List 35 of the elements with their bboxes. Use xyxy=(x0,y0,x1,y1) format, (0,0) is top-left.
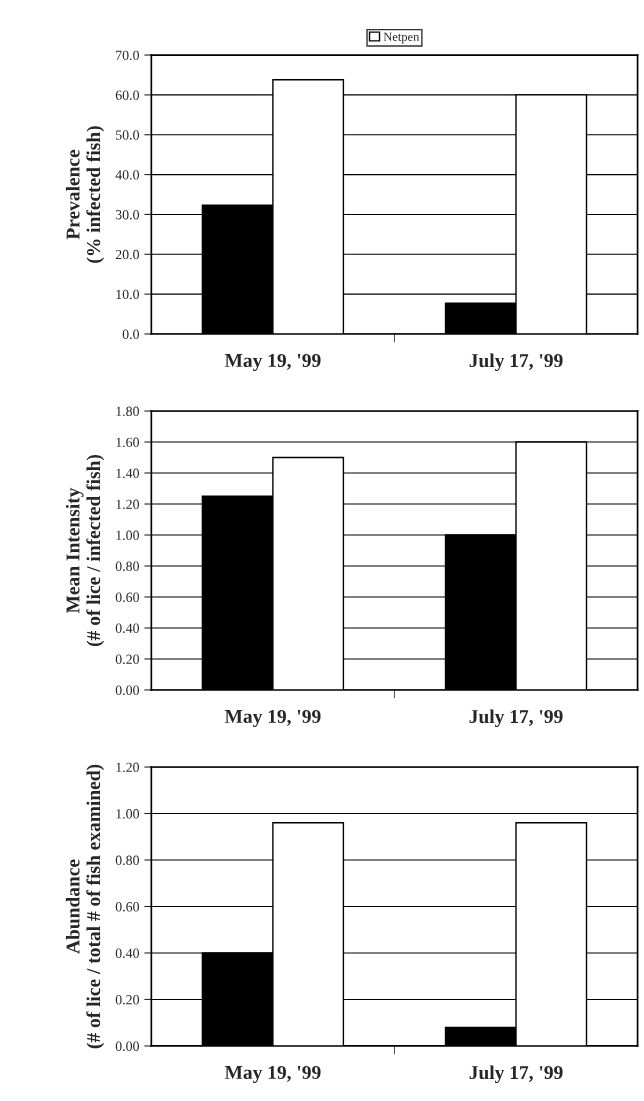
y-tick-label: 0.40 xyxy=(115,948,139,958)
x-tick-label: July 17, '99 xyxy=(469,353,563,372)
y-tick-label: 0.00 xyxy=(115,1041,139,1051)
y-tick-label: 0.60 xyxy=(115,902,139,912)
y-tick-label: 1.40 xyxy=(116,468,139,479)
y-tick-label: 1.00 xyxy=(116,809,139,819)
x-tick-label: May 19, '99 xyxy=(224,709,321,728)
y-tick-label: 0.60 xyxy=(115,592,139,602)
y-tick-label: 1.80 xyxy=(116,406,139,417)
y-tick-label: 30.0 xyxy=(115,210,139,220)
x-tick-label: May 19, '99 xyxy=(224,353,321,372)
legend-label: Netpen xyxy=(383,32,420,44)
y-tick-label: 1.00 xyxy=(116,530,139,541)
y-axis-title: Prevalence (% infected fish) xyxy=(65,126,105,263)
y-tick-label: 0.20 xyxy=(115,654,139,664)
y-tick-label: 0.0 xyxy=(122,329,139,339)
x-tick-label: May 19, '99 xyxy=(224,1065,321,1084)
y-tick-label: 0.20 xyxy=(115,995,139,1005)
y-tick-label: 0.80 xyxy=(115,561,139,572)
y-tick-label: 40.0 xyxy=(115,170,139,180)
y-axis-title: Abundance (# of lice / total # of fish examined) xyxy=(65,764,105,1049)
y-tick-label: 1.20 xyxy=(116,762,139,773)
y-tick-label: 10.0 xyxy=(116,289,139,300)
y-tick-label: 0.00 xyxy=(115,685,139,695)
x-tick-label: July 17, '99 xyxy=(469,1065,563,1084)
y-tick-label: 20.0 xyxy=(115,249,139,260)
y-tick-label: 50.0 xyxy=(116,130,139,140)
y-tick-label: 1.60 xyxy=(116,437,139,448)
y-tick-label: 0.80 xyxy=(115,855,139,866)
y-tick-label: 0.40 xyxy=(115,623,139,633)
y-tick-label: 70.0 xyxy=(116,50,139,61)
y-axis-title: Mean Intensity (# of lice / infected fish) xyxy=(65,454,105,647)
x-tick-label: July 17, '99 xyxy=(469,709,563,728)
y-tick-label: 1.20 xyxy=(116,499,139,510)
y-tick-label: 60.0 xyxy=(115,90,139,100)
